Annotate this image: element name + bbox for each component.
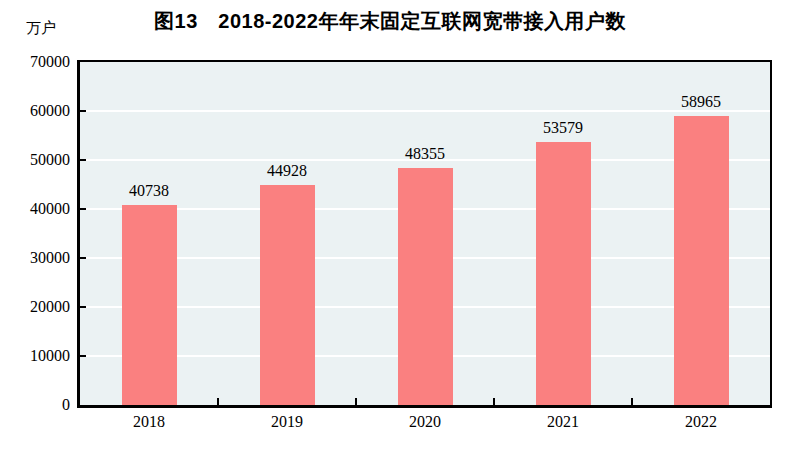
x-axis-tick-label: 2021: [494, 413, 632, 431]
x-axis-tick-mark: [493, 398, 495, 405]
x-axis-tick-mark: [355, 398, 357, 405]
y-axis-tick-mark: [80, 159, 86, 161]
bar-value-label: 48355: [356, 145, 494, 163]
y-axis-tick-label: 50000: [0, 151, 70, 169]
bar-value-label: 40738: [80, 182, 218, 200]
bar-value-label: 53579: [494, 119, 632, 137]
y-axis-tick-label: 70000: [0, 53, 70, 71]
y-axis-tick-mark: [80, 306, 86, 308]
bar-chart-figure: 万户 图13 2018-2022年年末固定互联网宽带接入用户数 40738449…: [0, 0, 800, 458]
x-axis-tick-mark: [631, 398, 633, 405]
bar-2022: [674, 116, 729, 405]
x-axis-tick-label: 2022: [632, 413, 770, 431]
bar-2021: [536, 142, 591, 405]
x-axis-tick-label: 2018: [80, 413, 218, 431]
plot-area: 4073844928483555357958965: [77, 60, 772, 408]
y-axis-tick-label: 40000: [0, 200, 70, 218]
bar-value-label: 44928: [218, 162, 356, 180]
chart-title: 图13 2018-2022年年末固定互联网宽带接入用户数: [0, 8, 780, 35]
y-axis-tick-label: 30000: [0, 249, 70, 267]
bar-2020: [398, 168, 453, 405]
y-axis-tick-mark: [80, 208, 86, 210]
x-axis-tick-label: 2019: [218, 413, 356, 431]
y-axis-tick-mark: [80, 355, 86, 357]
x-axis-tick-label: 2020: [356, 413, 494, 431]
bar-2018: [122, 205, 177, 405]
bar-2019: [260, 185, 315, 405]
bar-value-label: 58965: [632, 93, 770, 111]
y-axis-tick-mark: [80, 257, 86, 259]
y-axis-tick-label: 10000: [0, 347, 70, 365]
y-axis-tick-label: 60000: [0, 102, 70, 120]
y-axis-tick-label: 0: [0, 396, 70, 414]
y-axis-tick-label: 20000: [0, 298, 70, 316]
x-axis-tick-mark: [217, 398, 219, 405]
y-axis-tick-mark: [80, 110, 86, 112]
